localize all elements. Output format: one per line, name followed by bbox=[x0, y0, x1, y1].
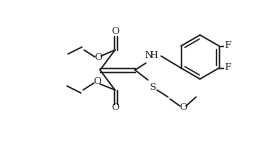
Text: F: F bbox=[225, 63, 231, 72]
Text: O: O bbox=[93, 78, 101, 86]
Text: O: O bbox=[179, 103, 187, 113]
Text: F: F bbox=[225, 41, 231, 50]
Text: O: O bbox=[111, 103, 119, 113]
Text: N: N bbox=[145, 51, 153, 60]
Text: O: O bbox=[94, 53, 102, 62]
Text: S: S bbox=[149, 83, 155, 92]
Text: H: H bbox=[150, 51, 158, 60]
Text: O: O bbox=[111, 27, 119, 37]
